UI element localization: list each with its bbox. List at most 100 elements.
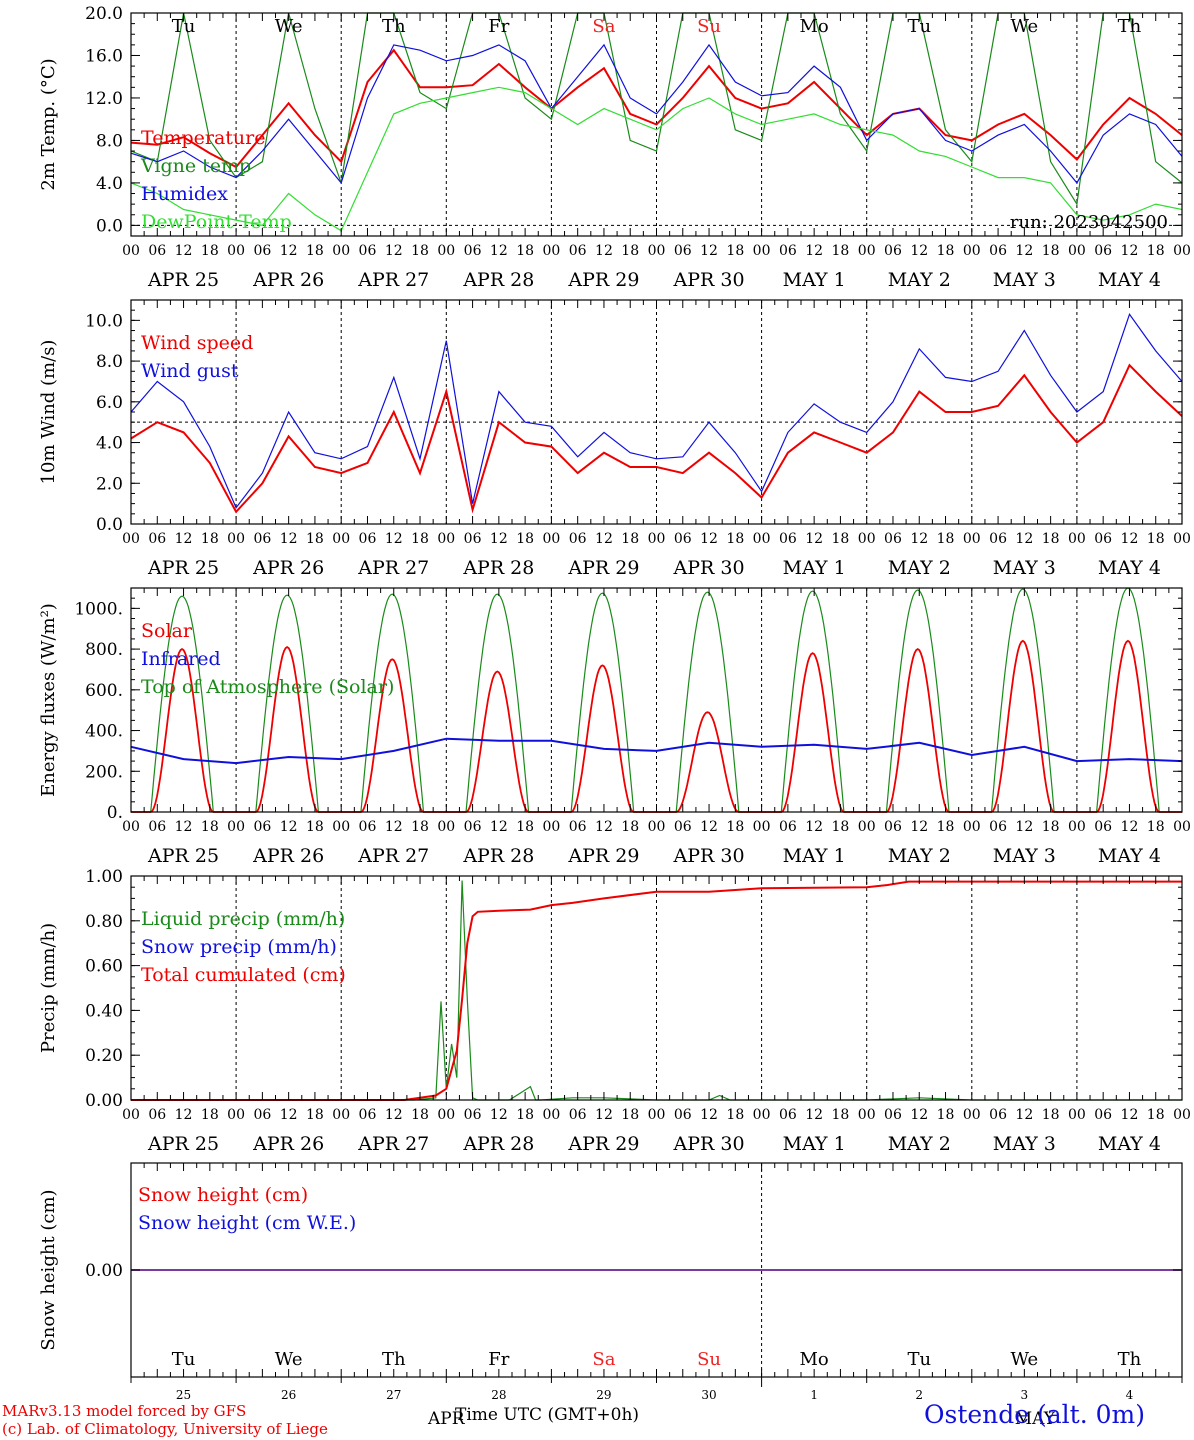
date-label: APR 30	[673, 557, 745, 579]
hour-label: 00	[542, 243, 560, 259]
lab-credit: (c) Lab. of Climatology, University of L…	[2, 1420, 328, 1438]
hour-label: 12	[280, 1107, 298, 1123]
hour-label: 00	[648, 1107, 666, 1123]
panel-3: 0. 200. 400. 600. 800. 1000. Energy fluxes (W/…	[38, 587, 1191, 867]
hour-label: 06	[464, 1107, 482, 1123]
day-name: We	[275, 16, 303, 37]
hour-label: 12	[385, 531, 403, 547]
hour-label: 12	[280, 531, 298, 547]
date-label: APR 25	[147, 269, 219, 291]
day-number: 30	[701, 1388, 716, 1402]
y-tick-label: 10.0	[85, 311, 123, 331]
legend-entry: Total cumulated (cm)	[141, 964, 346, 986]
series-line	[130, 43, 1183, 185]
hour-label: 12	[700, 1107, 718, 1123]
panel-frame	[130, 587, 1183, 813]
day-name: Fr	[488, 16, 509, 37]
hour-label: 06	[779, 531, 797, 547]
legend-entry: Wind speed	[141, 332, 253, 354]
date-label: APR 27	[357, 845, 429, 867]
hour-label: 12	[1015, 243, 1033, 259]
hour-label: 06	[464, 819, 482, 835]
hour-label: 00	[963, 1107, 981, 1123]
hour-label: 12	[1015, 819, 1033, 835]
hour-label: 00	[542, 531, 560, 547]
y-tick-label: 8.0	[96, 352, 123, 372]
hour-label: 12	[490, 1107, 508, 1123]
legend-entry: Snow height (cm W.E.)	[138, 1212, 356, 1234]
hour-label: 12	[910, 1107, 928, 1123]
hour-label: 18	[411, 1107, 429, 1123]
date-label: MAY 4	[1098, 1133, 1161, 1155]
hour-label: 00	[1173, 819, 1191, 835]
day-name: Th	[1118, 16, 1142, 37]
hour-label: 00	[437, 531, 455, 547]
day-number: 28	[491, 1388, 506, 1402]
hour-label: 00	[753, 531, 771, 547]
hour-label: 18	[1042, 1107, 1060, 1123]
hour-label: 18	[1042, 243, 1060, 259]
y-tick-label: 200.	[85, 762, 123, 782]
y-tick-label: 8.0	[96, 131, 123, 151]
y-tick-label: 12.0	[85, 89, 123, 109]
hour-label: 00	[648, 243, 666, 259]
y-tick-label: 0.0	[96, 216, 123, 236]
day-number: 4	[1126, 1388, 1134, 1402]
date-label: APR 30	[673, 1133, 745, 1155]
date-label: APR 26	[252, 557, 324, 579]
hour-label: 00	[858, 1107, 876, 1123]
hour-label: 18	[306, 531, 324, 547]
hour-label: 12	[1121, 243, 1139, 259]
hour-label: 18	[937, 819, 955, 835]
hour-label: 06	[1094, 531, 1112, 547]
hour-label: 12	[490, 243, 508, 259]
date-label: APR 29	[567, 557, 639, 579]
y-tick-label: 16.0	[85, 46, 123, 66]
hour-label: 12	[385, 243, 403, 259]
hour-label: 18	[1147, 531, 1165, 547]
y-tick-label: 0.20	[85, 1046, 123, 1066]
hour-label: 12	[805, 819, 823, 835]
hour-label: 12	[175, 1107, 193, 1123]
date-label: APR 29	[567, 1133, 639, 1155]
hour-label: 18	[411, 819, 429, 835]
hour-label: 12	[1121, 1107, 1139, 1123]
hour-label: 06	[779, 1107, 797, 1123]
hour-label: 06	[989, 1107, 1007, 1123]
hour-label: 12	[910, 531, 928, 547]
date-label: APR 27	[357, 269, 429, 291]
hour-label: 06	[674, 531, 692, 547]
date-label: MAY 1	[783, 269, 846, 291]
hour-label: 06	[148, 531, 166, 547]
hour-label: 00	[753, 819, 771, 835]
hour-label: 00	[1173, 243, 1191, 259]
hour-label: 06	[989, 819, 1007, 835]
date-label: MAY 4	[1098, 269, 1161, 291]
hour-label: 18	[621, 243, 639, 259]
hour-label: 12	[175, 243, 193, 259]
hour-label: 00	[1173, 1107, 1191, 1123]
month-label: APR	[427, 1409, 466, 1429]
hour-label: 06	[779, 243, 797, 259]
day-name: Tu	[907, 16, 931, 37]
series-line	[131, 880, 1182, 1101]
hour-label: 18	[411, 243, 429, 259]
panel-2: 0.0 2.0 4.0 6.0 8.0 10.0 10m Wind (m/s) Wind sp…	[38, 299, 1191, 579]
hour-label: 00	[963, 243, 981, 259]
date-label: MAY 1	[783, 557, 846, 579]
hour-label: 00	[1068, 243, 1086, 259]
date-label: APR 28	[462, 845, 534, 867]
date-label: MAY 2	[888, 557, 951, 579]
hour-label: 18	[306, 819, 324, 835]
date-label: APR 30	[673, 269, 745, 291]
legend-entry: Temperature	[141, 127, 265, 149]
day-name: Su	[697, 1349, 721, 1370]
hour-label: 18	[1042, 819, 1060, 835]
hour-label: 12	[1015, 531, 1033, 547]
legend-entry: Top of Atmosphere (Solar)	[141, 676, 394, 698]
legend-entry: Solar	[141, 620, 193, 642]
y-tick-label: 4.0	[96, 174, 123, 194]
y-tick-label: 0.40	[85, 1001, 123, 1021]
date-label: MAY 2	[888, 269, 951, 291]
model-credit: MARv3.13 model forced by GFS (c) Lab. of…	[2, 1402, 328, 1438]
